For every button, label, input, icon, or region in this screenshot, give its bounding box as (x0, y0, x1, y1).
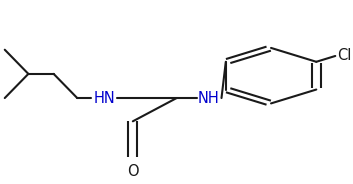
Text: Cl: Cl (337, 48, 351, 63)
Text: NH: NH (198, 91, 220, 106)
Text: HN: HN (93, 91, 115, 106)
Text: O: O (127, 164, 139, 179)
